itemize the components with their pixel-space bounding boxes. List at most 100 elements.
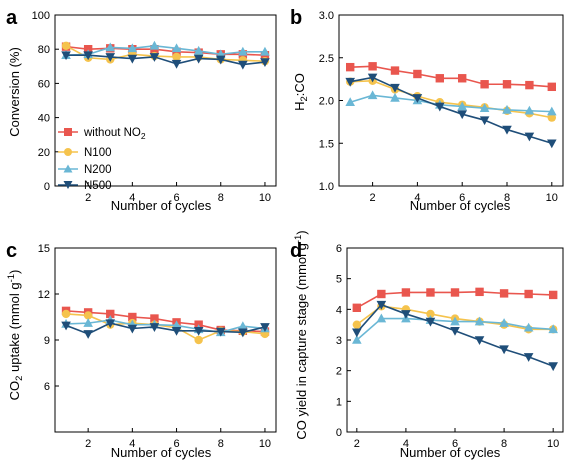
data-point-n100 <box>194 335 203 345</box>
legend-label-n100: N100 <box>84 147 112 159</box>
data-point-without-no2 <box>352 303 362 312</box>
x-tick-label: 10 <box>259 438 271 450</box>
data-point-n200 <box>450 316 460 326</box>
data-point-without-no2 <box>435 74 444 83</box>
panel-b: b H2:CO Number of cycles 2 4 6 8 10 1.0 1.5 2.0… <box>290 7 564 213</box>
panel-d: d CO yield in capture stage (mmol g-1) N… <box>290 230 564 460</box>
series-line-without-no2 <box>65 45 265 56</box>
data-point-without-no2 <box>502 80 512 89</box>
data-point-n100 <box>83 311 93 320</box>
data-point-n500 <box>367 73 378 83</box>
panel-d-letter: d <box>290 240 302 262</box>
panel-c-xlabel: Number of cycles <box>111 445 212 460</box>
data-point-n500 <box>83 51 93 61</box>
data-point-n500 <box>352 328 362 338</box>
data-point-n200 <box>548 324 558 334</box>
legend-n500: N500 <box>58 180 112 192</box>
y-tick-label: 2.0 <box>319 96 334 108</box>
x-tick-label: 8 <box>504 192 510 204</box>
x-tick-label: 2 <box>370 192 376 204</box>
data-point-n500 <box>83 330 93 339</box>
x-tick-label: 8 <box>218 192 224 204</box>
data-point-without-no2 <box>401 288 411 297</box>
data-point-n100 <box>172 52 181 62</box>
y-tick-label: 40 <box>38 113 50 125</box>
data-point-n500 <box>105 53 116 62</box>
data-point-n500 <box>260 58 270 68</box>
y-tick-label: 5 <box>336 274 342 286</box>
data-point-n200 <box>524 105 535 115</box>
data-point-n100 <box>547 113 556 122</box>
data-point-n500 <box>425 317 436 327</box>
data-point-n200 <box>367 90 378 100</box>
y-tick-label: 20 <box>38 147 50 159</box>
data-point-n200 <box>345 97 355 107</box>
data-point-n200 <box>352 335 362 344</box>
data-point-n500 <box>502 125 512 135</box>
panel-c-ylabel: CO2 uptake (mmol g-1) <box>6 270 25 401</box>
data-point-n500 <box>171 59 182 69</box>
y-tick-label: 0 <box>336 427 342 439</box>
plot-frame <box>338 14 564 187</box>
data-point-without-no2 <box>83 45 93 54</box>
plot-frame <box>346 247 564 433</box>
x-tick-label: 4 <box>403 438 409 450</box>
data-point-n500 <box>61 321 71 331</box>
data-point-n200 <box>390 92 400 102</box>
x-tick-label: 6 <box>173 438 179 450</box>
panel-b-letter: b <box>290 7 302 29</box>
data-point-n500 <box>474 336 485 345</box>
data-point-n200 <box>499 318 509 327</box>
data-point-without-no2 <box>426 288 435 297</box>
series-line-without-no2 <box>350 65 552 88</box>
x-tick-label: 2 <box>354 438 360 450</box>
data-point-n500 <box>149 323 160 332</box>
data-point-n100 <box>426 309 435 319</box>
panel-a: a Conversion (%) Number of cycles 2 4 6 8 10… <box>6 7 277 213</box>
data-point-n500 <box>127 54 138 64</box>
data-point-n500 <box>457 110 467 120</box>
data-point-without-no2 <box>499 289 509 298</box>
data-point-without-no2 <box>346 62 355 72</box>
data-point-n500 <box>238 60 248 70</box>
data-point-without-no2 <box>475 287 484 297</box>
data-point-n200 <box>376 313 387 323</box>
y-tick-label: 3.0 <box>319 10 334 22</box>
data-point-n100 <box>352 320 362 329</box>
x-tick-label: 2 <box>85 438 91 450</box>
data-point-n500 <box>149 53 160 62</box>
data-point-n100 <box>61 309 71 319</box>
y-tick-label: 15 <box>38 243 50 255</box>
legend-label-n200: N200 <box>84 164 112 176</box>
data-point-without-no2 <box>150 314 159 323</box>
y-tick-label: 12 <box>38 289 50 301</box>
y-tick-label: 0 <box>44 181 50 193</box>
series-line-n100 <box>65 45 265 62</box>
data-point-n500 <box>499 345 509 355</box>
data-point-n500 <box>61 51 71 61</box>
y-tick-label: 60 <box>38 78 50 90</box>
data-point-without-no2 <box>450 288 460 297</box>
plot-frame <box>54 247 277 433</box>
x-tick-label: 2 <box>85 192 91 204</box>
panel-d-xlabel: Number of cycles <box>400 445 501 460</box>
data-point-n500 <box>523 353 534 362</box>
y-tick-label: 2 <box>336 366 342 378</box>
x-tick-label: 4 <box>414 192 420 204</box>
data-point-n500 <box>479 116 490 126</box>
data-point-without-no2 <box>128 312 137 322</box>
x-tick-label: 4 <box>129 438 135 450</box>
data-point-n200 <box>474 316 485 326</box>
panel-b-plot: 2 4 6 8 10 1.0 1.5 2.0 2.5 3.0 <box>319 10 564 204</box>
data-point-n100 <box>61 41 71 50</box>
data-point-n500 <box>260 323 270 332</box>
data-point-n500 <box>238 328 248 338</box>
data-point-without-no2 <box>377 289 386 299</box>
legend-without-no2: without NO2 <box>58 127 146 141</box>
data-point-n500 <box>412 94 423 103</box>
y-tick-label: 1.0 <box>319 181 334 193</box>
legend-marker-circle <box>64 148 72 156</box>
y-tick-label: 1 <box>336 396 342 408</box>
data-point-n200 <box>193 45 204 55</box>
